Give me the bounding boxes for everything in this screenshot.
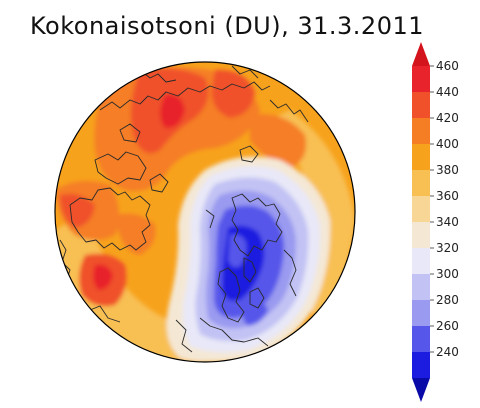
colorbar-tick-label: 240 (436, 345, 459, 359)
colorbar-swatch (412, 326, 430, 352)
colorbar-swatch (412, 66, 430, 92)
colorbar-tick-label: 360 (436, 189, 459, 203)
colorbar-swatch (412, 300, 430, 326)
colorbar: 460 440 420 400 380 360 340 320 300 280 260 240 (412, 42, 459, 402)
map-title: Kokonaisotsoni (DU), 31.3.2011 (30, 12, 425, 40)
colorbar-swatch (412, 118, 430, 144)
colorbar-swatch (412, 92, 430, 118)
colorbar-swatch (412, 170, 430, 196)
map-disc-outline (54, 61, 356, 363)
colorbar-tick-label: 320 (436, 241, 459, 255)
colorbar-tick-label: 440 (436, 85, 459, 99)
colorbar-tick-label: 420 (436, 111, 459, 125)
colorbar-tick-label: 340 (436, 215, 459, 229)
colorbar-tick-label: 260 (436, 319, 459, 333)
colorbar-tick-label: 460 (436, 59, 459, 73)
colorbar-top-arrow (412, 42, 430, 66)
colorbar-tick-label: 400 (436, 137, 459, 151)
colorbar-swatch (412, 196, 430, 222)
colorbar-tick-label: 380 (436, 163, 459, 177)
colorbar-swatch (412, 352, 430, 378)
colorbar-swatch (412, 144, 430, 170)
ozone-field (55, 62, 355, 362)
colorbar-tick-label: 300 (436, 267, 459, 281)
colorbar-swatch (412, 274, 430, 300)
colorbar-tick-label: 280 (436, 293, 459, 307)
colorbar-swatch (412, 222, 430, 248)
colorbar-bottom-arrow (412, 378, 430, 402)
colorbar-swatch (412, 248, 430, 274)
